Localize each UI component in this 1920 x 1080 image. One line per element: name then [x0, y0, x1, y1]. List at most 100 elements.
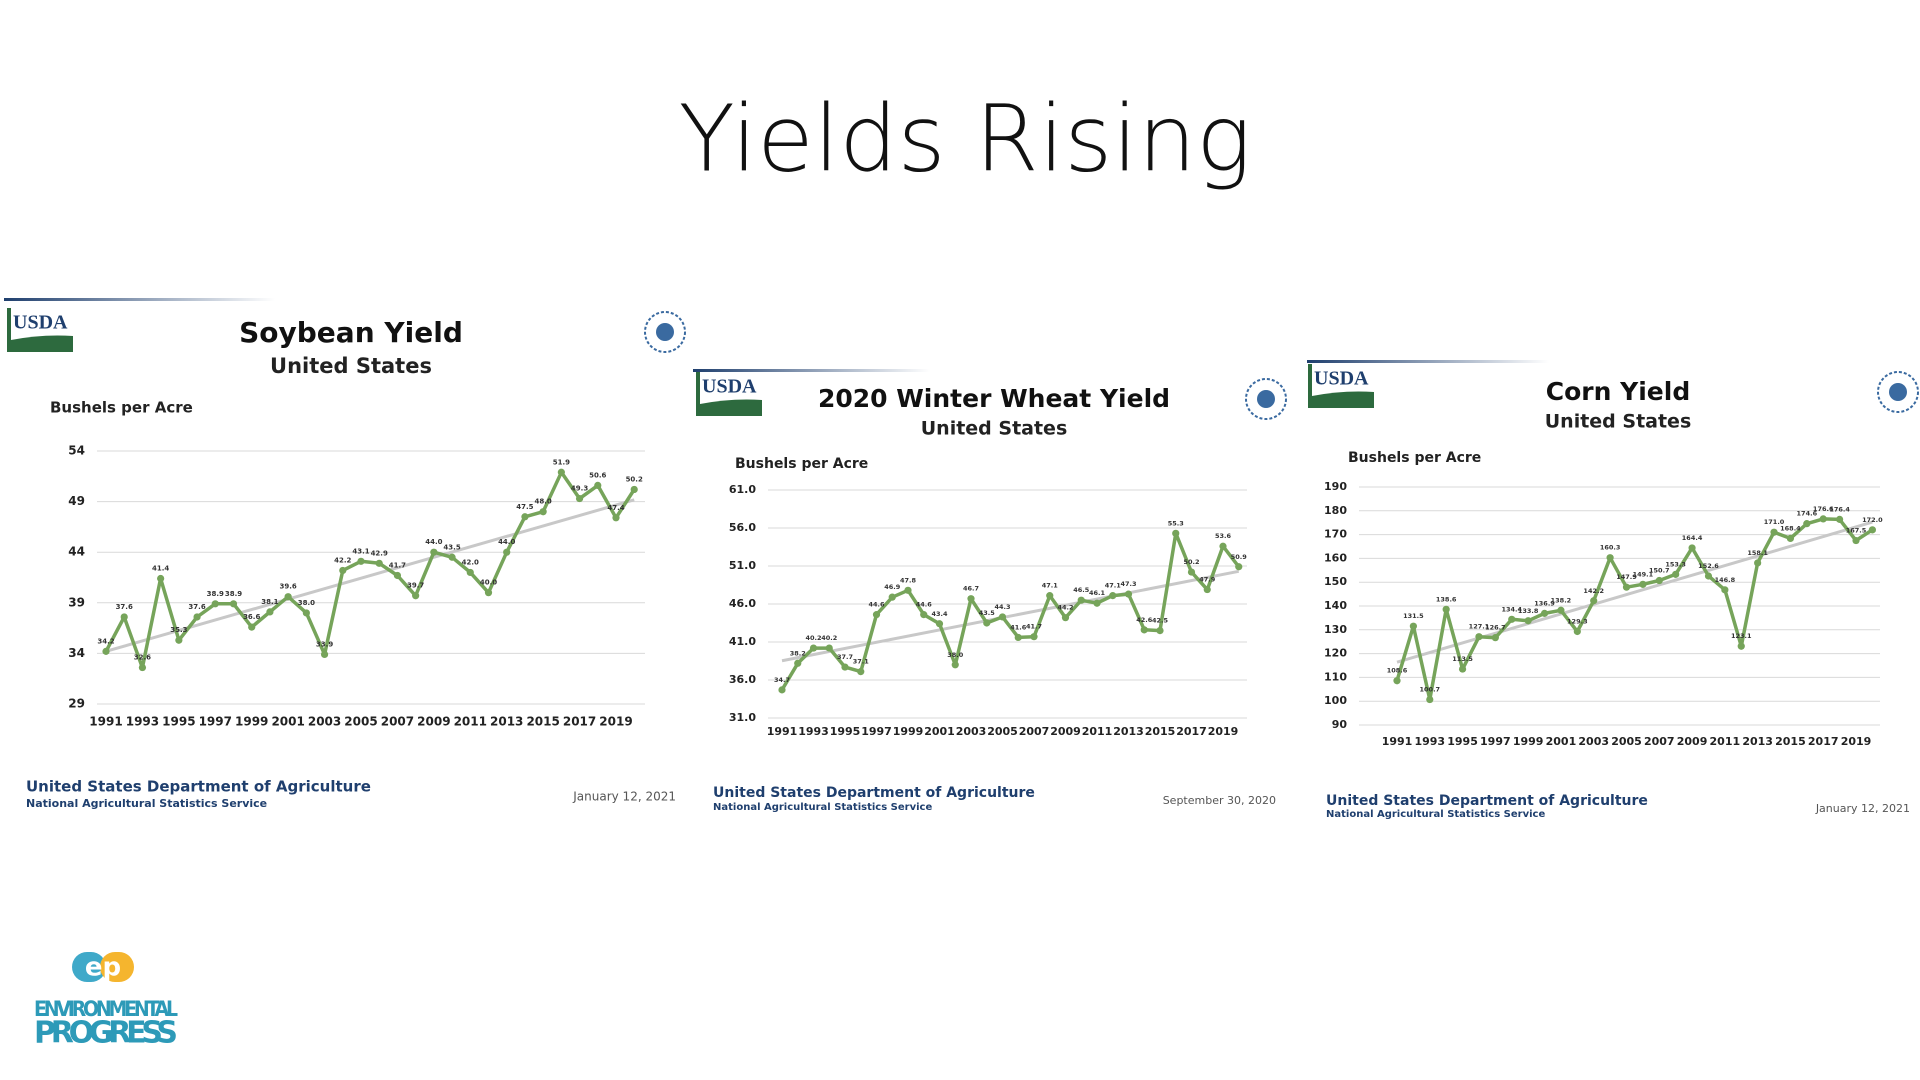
- data-point: [1109, 592, 1117, 600]
- data-point: [951, 661, 959, 669]
- badge-swoosh: [1312, 391, 1374, 408]
- x-tick-label: 1991: [1382, 735, 1413, 748]
- data-label: 127.1: [1469, 623, 1490, 631]
- y-axis-label: Bushels per Acre: [1348, 450, 1481, 466]
- data-label: 46.9: [884, 583, 901, 591]
- x-tick-label: 2013: [1113, 725, 1144, 738]
- data-label: 35.3: [170, 626, 187, 634]
- y-axis-label: Bushels per Acre: [50, 399, 193, 417]
- data-point: [1524, 617, 1532, 625]
- data-label: 134.4: [1501, 605, 1522, 613]
- data-label: 171.0: [1764, 518, 1785, 526]
- data-label: 42.9: [371, 549, 388, 557]
- badge-bar: [7, 308, 11, 352]
- y-tick-label: 49: [68, 494, 85, 508]
- data-label: 51.9: [553, 458, 570, 466]
- data-label: 38.0: [298, 599, 315, 607]
- chart-subtitle: United States: [1545, 411, 1692, 433]
- data-label: 123.1: [1731, 632, 1752, 640]
- data-point: [1622, 583, 1631, 591]
- data-label: 33.9: [316, 640, 333, 648]
- x-tick-label: 2005: [344, 715, 377, 729]
- data-label: 147.9: [1616, 573, 1637, 581]
- footer-service: National Agricultural Statistics Service: [1326, 809, 1545, 820]
- x-tick-label: 1997: [199, 715, 232, 729]
- data-point: [375, 559, 383, 567]
- y-tick-label: 90: [1332, 718, 1348, 731]
- y-tick-label: 61.0: [729, 483, 756, 496]
- data-point: [983, 619, 991, 627]
- data-label: 42.0: [462, 558, 479, 566]
- data-point: [1606, 554, 1614, 562]
- data-label: 47.8: [900, 576, 917, 584]
- slide-title: Yields Rising: [679, 86, 1252, 193]
- data-point: [1540, 609, 1549, 617]
- y-tick-label: 110: [1324, 670, 1347, 683]
- data-point: [1442, 605, 1450, 613]
- footer-agency: United States Department of Agriculture: [713, 785, 1035, 801]
- logo-line1: ENVIRONMENTAL: [34, 997, 178, 1021]
- x-tick-label: 2009: [417, 715, 450, 729]
- x-tick-label: 1999: [1513, 735, 1544, 748]
- x-tick-label: 2011: [454, 715, 487, 729]
- data-label: 136.9: [1534, 599, 1555, 607]
- data-point: [1573, 627, 1581, 636]
- data-point: [1124, 590, 1133, 598]
- y-tick-label: 190: [1324, 480, 1347, 493]
- data-point: [1393, 677, 1401, 685]
- data-point: [1721, 586, 1729, 594]
- data-label: 43.5: [443, 543, 460, 551]
- y-tick-label: 46.0: [729, 597, 756, 610]
- data-label: 37.1: [853, 658, 870, 666]
- data-label: 41.4: [152, 565, 169, 573]
- data-label: 32.6: [134, 654, 151, 662]
- x-tick-label: 2007: [1644, 735, 1675, 748]
- y-tick-label: 41.0: [729, 635, 756, 648]
- data-point: [157, 574, 165, 583]
- y-tick-label: 56.0: [729, 521, 756, 534]
- data-point: [503, 548, 511, 556]
- data-point: [857, 668, 865, 676]
- footer-agency: United States Department of Agriculture: [26, 778, 371, 796]
- y-tick-label: 120: [1324, 647, 1347, 660]
- x-tick-label: 1999: [235, 715, 268, 729]
- x-tick-label: 1995: [1447, 735, 1478, 748]
- data-point: [1688, 544, 1696, 552]
- footer-service: National Agricultural Statistics Service: [713, 802, 932, 813]
- y-tick-label: 36.0: [729, 673, 756, 686]
- data-point: [284, 593, 292, 601]
- x-tick-label: 2001: [1546, 735, 1577, 748]
- y-tick-label: 170: [1324, 528, 1347, 541]
- y-tick-label: 130: [1324, 623, 1347, 636]
- trend-line: [105, 498, 635, 653]
- data-label: 40.2: [821, 634, 837, 642]
- data-point: [430, 548, 438, 556]
- data-label: 176.4: [1829, 505, 1850, 513]
- data-label: 44.6: [868, 601, 885, 609]
- data-point: [809, 644, 818, 652]
- logo-shape: [72, 952, 106, 982]
- data-label: 47.4: [607, 504, 624, 512]
- x-tick-label: 2019: [1208, 725, 1239, 738]
- badge-text: USDA: [702, 376, 757, 398]
- data-point: [339, 566, 347, 575]
- data-label: 149.1: [1633, 570, 1654, 578]
- data-label: 174.6: [1797, 510, 1818, 518]
- data-label: 160.3: [1600, 544, 1621, 552]
- data-point: [872, 611, 881, 619]
- data-point: [102, 647, 110, 655]
- data-label: 43.5: [979, 609, 996, 617]
- x-tick-label: 2003: [308, 715, 341, 729]
- data-point: [1590, 597, 1598, 605]
- data-point: [302, 609, 310, 617]
- data-label: 47.3: [1120, 580, 1136, 588]
- badge-bar: [1308, 364, 1312, 408]
- data-label: 38.2: [790, 649, 806, 657]
- data-point: [484, 589, 493, 597]
- data-point: [794, 659, 802, 667]
- x-tick-label: 1995: [162, 715, 195, 729]
- data-label: 113.5: [1452, 655, 1473, 663]
- y-tick-label: 180: [1324, 504, 1347, 517]
- x-tick-label: 1995: [830, 725, 861, 738]
